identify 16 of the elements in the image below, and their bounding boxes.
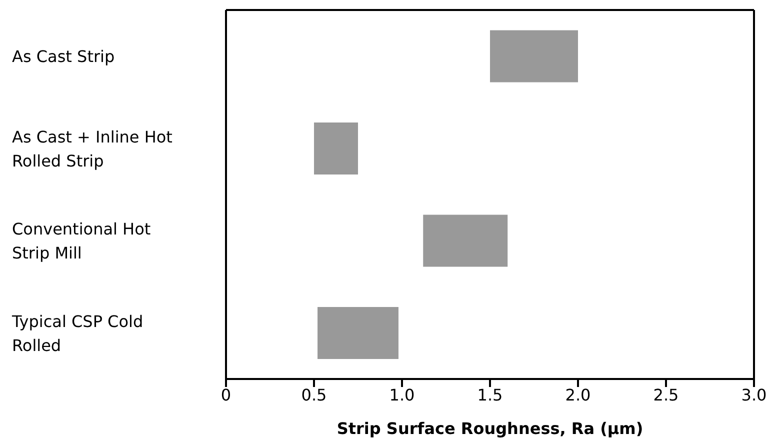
bar	[314, 122, 358, 175]
y-tick-label: As Cast Strip	[12, 46, 115, 66]
bar	[490, 30, 578, 82]
y-tick-label: Conventional Hot Strip Mill	[12, 219, 151, 262]
x-tick-label: 0.5	[301, 385, 327, 404]
bar	[318, 307, 398, 360]
bar	[423, 214, 508, 267]
x-axis-title: Strip Surface Roughness, Ra (µm)	[336, 419, 644, 438]
x-tick-label: 0	[220, 385, 232, 404]
x-tick-label: 2.0	[565, 385, 591, 404]
y-tick-label: Typical CSP Cold Rolled	[11, 311, 144, 354]
x-tick-label: 1.5	[477, 385, 503, 404]
x-tick-label: 1.0	[389, 385, 415, 404]
x-tick-label: 3.0	[741, 385, 767, 404]
y-tick-label: As Cast + Inline Hot Rolled Strip	[12, 126, 172, 170]
x-tick-label: 2.5	[653, 385, 679, 404]
